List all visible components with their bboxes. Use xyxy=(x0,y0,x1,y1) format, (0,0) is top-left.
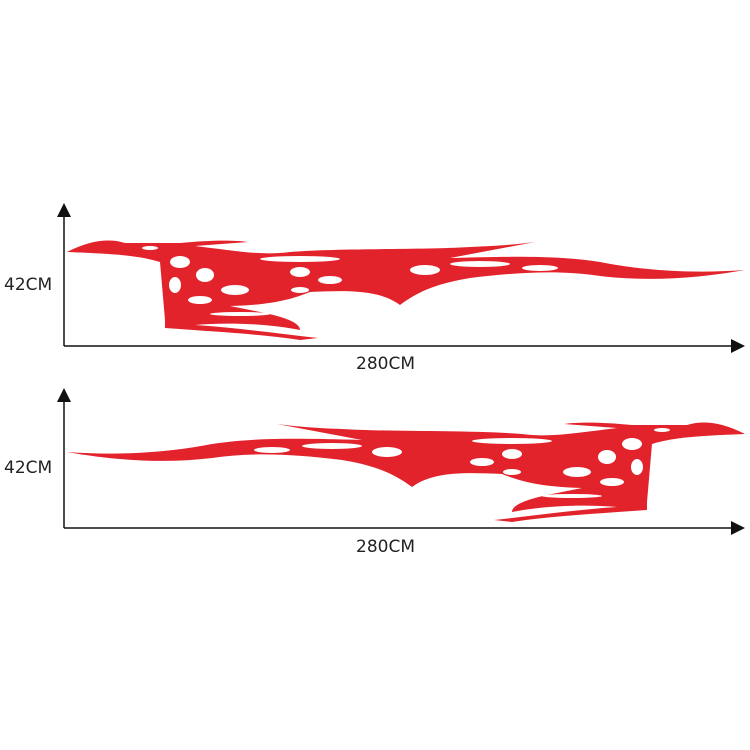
height-arrow-bottom xyxy=(57,388,71,528)
width-arrow-top xyxy=(64,339,745,353)
width-label-bottom: 280CM xyxy=(356,537,415,557)
width-arrow-bottom xyxy=(64,521,745,535)
width-label-top: 280CM xyxy=(356,354,415,374)
height-arrow-top xyxy=(57,203,71,346)
height-label-top: 42CM xyxy=(4,275,53,295)
height-label-bottom: 42CM xyxy=(4,458,53,478)
flame-decal-bottom xyxy=(67,422,745,522)
flame-decal-top xyxy=(67,240,745,340)
